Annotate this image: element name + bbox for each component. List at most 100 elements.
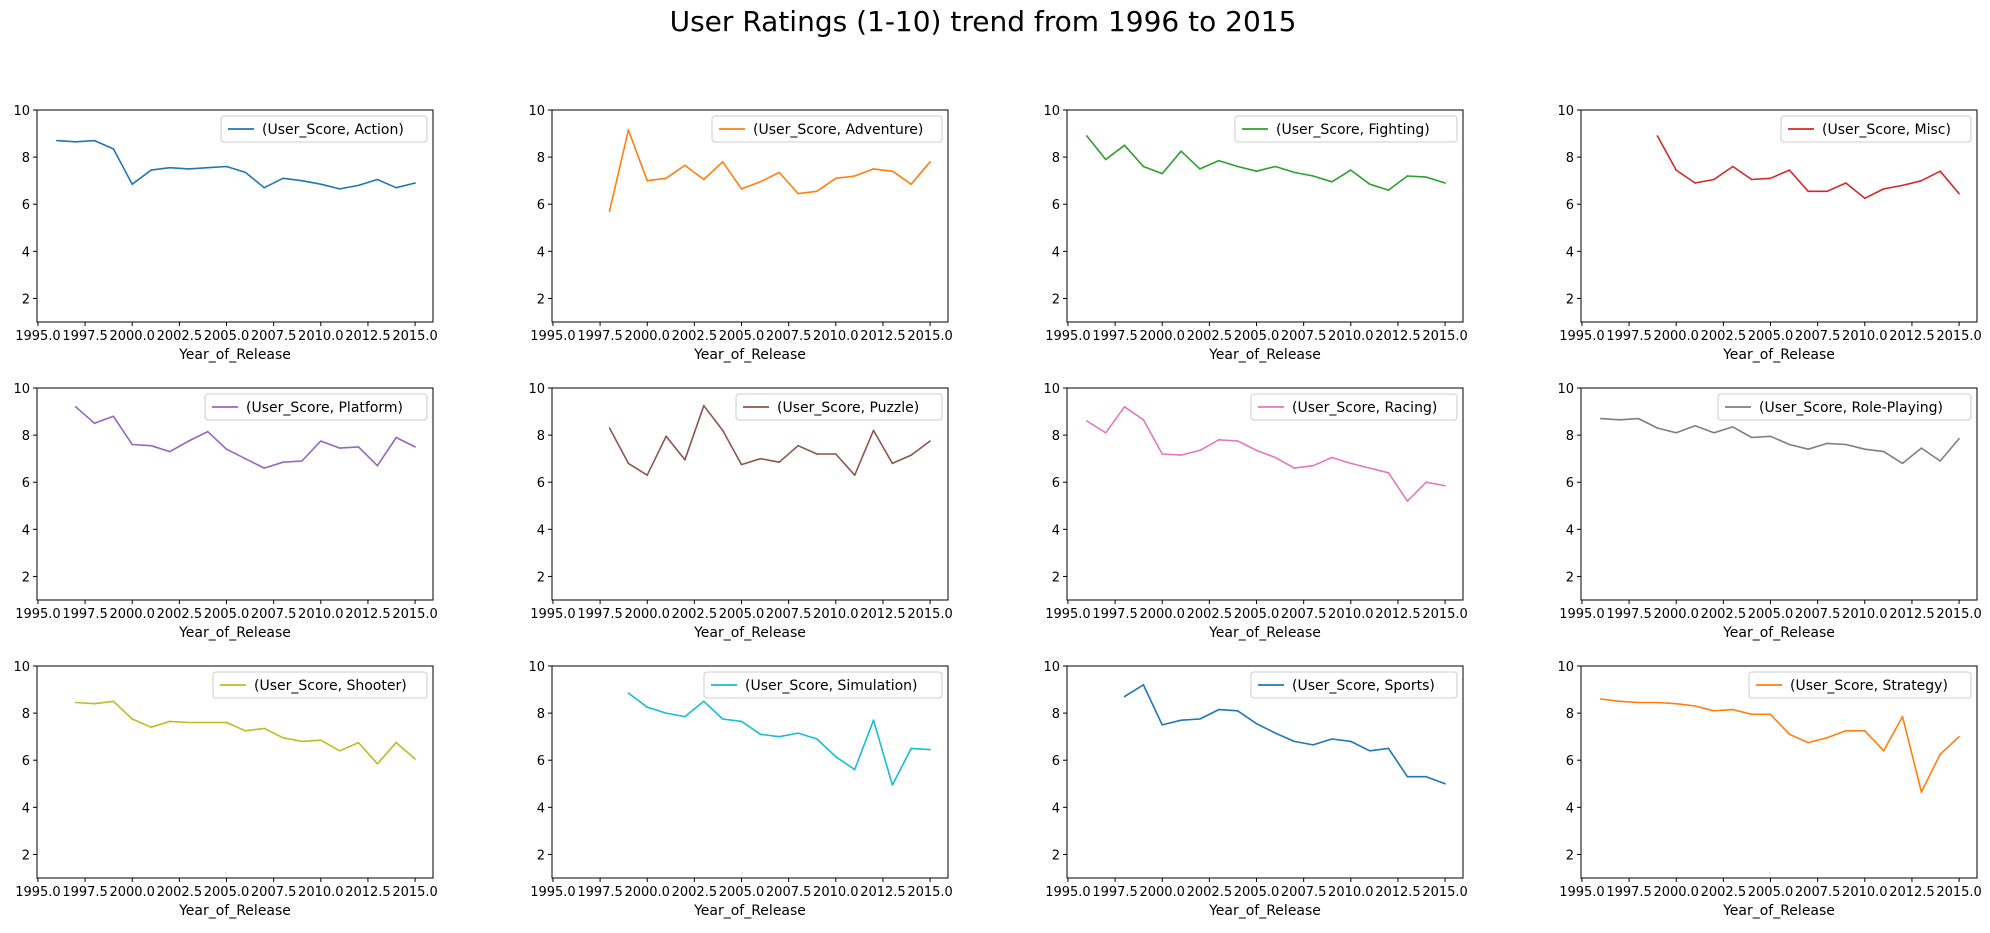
data-point	[1218, 708, 1220, 711]
y-tick-label: 4	[22, 245, 30, 260]
data-point	[1312, 744, 1314, 746]
data-point	[703, 178, 705, 181]
x-tick-label: 2005.0	[204, 329, 250, 344]
data-point	[244, 171, 247, 174]
subplot-7: 2 4 6 8 10 1995.0 1997.5 2000.0 2002.5 2005.0 2007…	[1043, 382, 1467, 641]
data-point	[1694, 705, 1696, 707]
data-point	[759, 181, 762, 183]
data-point	[1958, 192, 1960, 195]
legend-box	[703, 671, 943, 699]
x-tick-label: 2002.5	[1187, 885, 1233, 900]
data-point	[1807, 448, 1810, 451]
series-line	[56, 139, 416, 190]
data-point	[797, 444, 799, 447]
data-point	[835, 453, 837, 455]
data-point	[1199, 718, 1201, 720]
data-point	[627, 129, 630, 131]
data-point	[1769, 435, 1772, 438]
x-tick-label: 2005.0	[1748, 885, 1794, 900]
data-point	[1675, 431, 1678, 434]
data-point	[835, 755, 837, 758]
data-point	[301, 740, 303, 743]
y-tick-label: 6	[1052, 476, 1060, 491]
x-tick-label: 1997.5	[1606, 607, 1652, 622]
axes-frame	[36, 109, 434, 323]
axes-frame	[36, 665, 434, 879]
x-tick-label: 2002.5	[1187, 607, 1233, 622]
data-point	[1350, 462, 1352, 465]
data-point	[1675, 702, 1678, 705]
data-point	[797, 732, 799, 734]
x-tick-label: 2005.0	[1234, 607, 1280, 622]
x-tick-label: 1995.0	[1045, 329, 1091, 344]
x-tick-label: 2015.0	[1936, 329, 1982, 344]
data-point	[891, 462, 894, 465]
legend: (User_Score, Shooter)	[212, 671, 428, 699]
data-point	[740, 188, 743, 190]
x-tick-label: 2010.0	[813, 607, 859, 622]
data-point	[853, 474, 856, 476]
y-tick-label: 6	[22, 476, 30, 491]
x-tick-label: 1997.5	[1092, 607, 1138, 622]
data-point	[665, 712, 667, 714]
legend-label: (User_Score, Action)	[262, 122, 404, 138]
legend-box	[220, 115, 428, 143]
data-point	[1600, 417, 1602, 420]
x-tick-label: 1995.0	[1559, 885, 1605, 900]
data-point	[338, 750, 341, 752]
x-tick-label: 2005.0	[719, 885, 765, 900]
data-point	[1939, 753, 1942, 756]
data-point	[1255, 722, 1258, 725]
x-tick-label: 2000.0	[109, 607, 155, 622]
data-point	[1826, 190, 1828, 193]
legend-box	[1748, 671, 1972, 699]
data-point	[225, 721, 228, 724]
y-tick-label: 8	[537, 707, 545, 722]
data-point	[244, 457, 247, 460]
x-tick-label: 1997.5	[577, 885, 623, 900]
x-tick-label: 2005.0	[1234, 885, 1280, 900]
subplot-11: 2 4 6 8 10 1995.0 1997.5 2000.0 2002.5 2005.0 2007…	[1043, 660, 1467, 919]
x-tick-label: 2015.0	[1936, 607, 1982, 622]
data-point	[1218, 439, 1220, 441]
x-tick-label: 2015.0	[392, 885, 438, 900]
data-point	[1618, 700, 1621, 703]
x-tick-label: 1995.0	[1559, 329, 1605, 344]
series-line	[608, 129, 931, 212]
x-tick-label: 2010.0	[1328, 885, 1374, 900]
data-point	[263, 467, 266, 469]
y-tick-label: 4	[1052, 245, 1060, 260]
data-point	[1199, 168, 1201, 170]
data-point	[74, 701, 77, 704]
x-tick-label: 1997.5	[62, 885, 108, 900]
series-line	[1656, 135, 1960, 200]
legend: (User_Score, Action)	[220, 115, 428, 143]
legend-label: (User_Score, Puzzle)	[777, 400, 919, 416]
x-tick-label: 2000.0	[624, 329, 670, 344]
x-tick-label: 2010.0	[1328, 607, 1374, 622]
legend-label: (User_Score, Shooter)	[254, 678, 407, 694]
data-point	[56, 139, 58, 142]
data-point	[1161, 453, 1164, 455]
data-point	[1901, 184, 1904, 187]
y-tick-label: 10	[13, 104, 30, 119]
data-point	[263, 186, 266, 189]
data-point	[1406, 775, 1409, 778]
data-point	[1331, 456, 1333, 459]
series-line	[627, 692, 931, 786]
data-point	[1142, 419, 1145, 421]
y-tick-label: 10	[1557, 660, 1574, 675]
data-point	[1236, 165, 1239, 168]
data-point	[1864, 448, 1866, 451]
x-tick-label: 1997.5	[1092, 885, 1138, 900]
data-point	[1769, 713, 1772, 716]
data-point	[169, 720, 171, 723]
subplot-5: 2 4 6 8 10 1995.0 1997.5 2000.0 2002.5 2005.0 2007…	[13, 382, 437, 641]
data-point	[816, 738, 818, 740]
legend-box	[1780, 115, 1972, 143]
data-point	[395, 741, 398, 744]
data-point	[93, 702, 96, 705]
data-point	[301, 460, 303, 462]
data-point	[816, 453, 818, 455]
data-point	[1331, 738, 1333, 740]
